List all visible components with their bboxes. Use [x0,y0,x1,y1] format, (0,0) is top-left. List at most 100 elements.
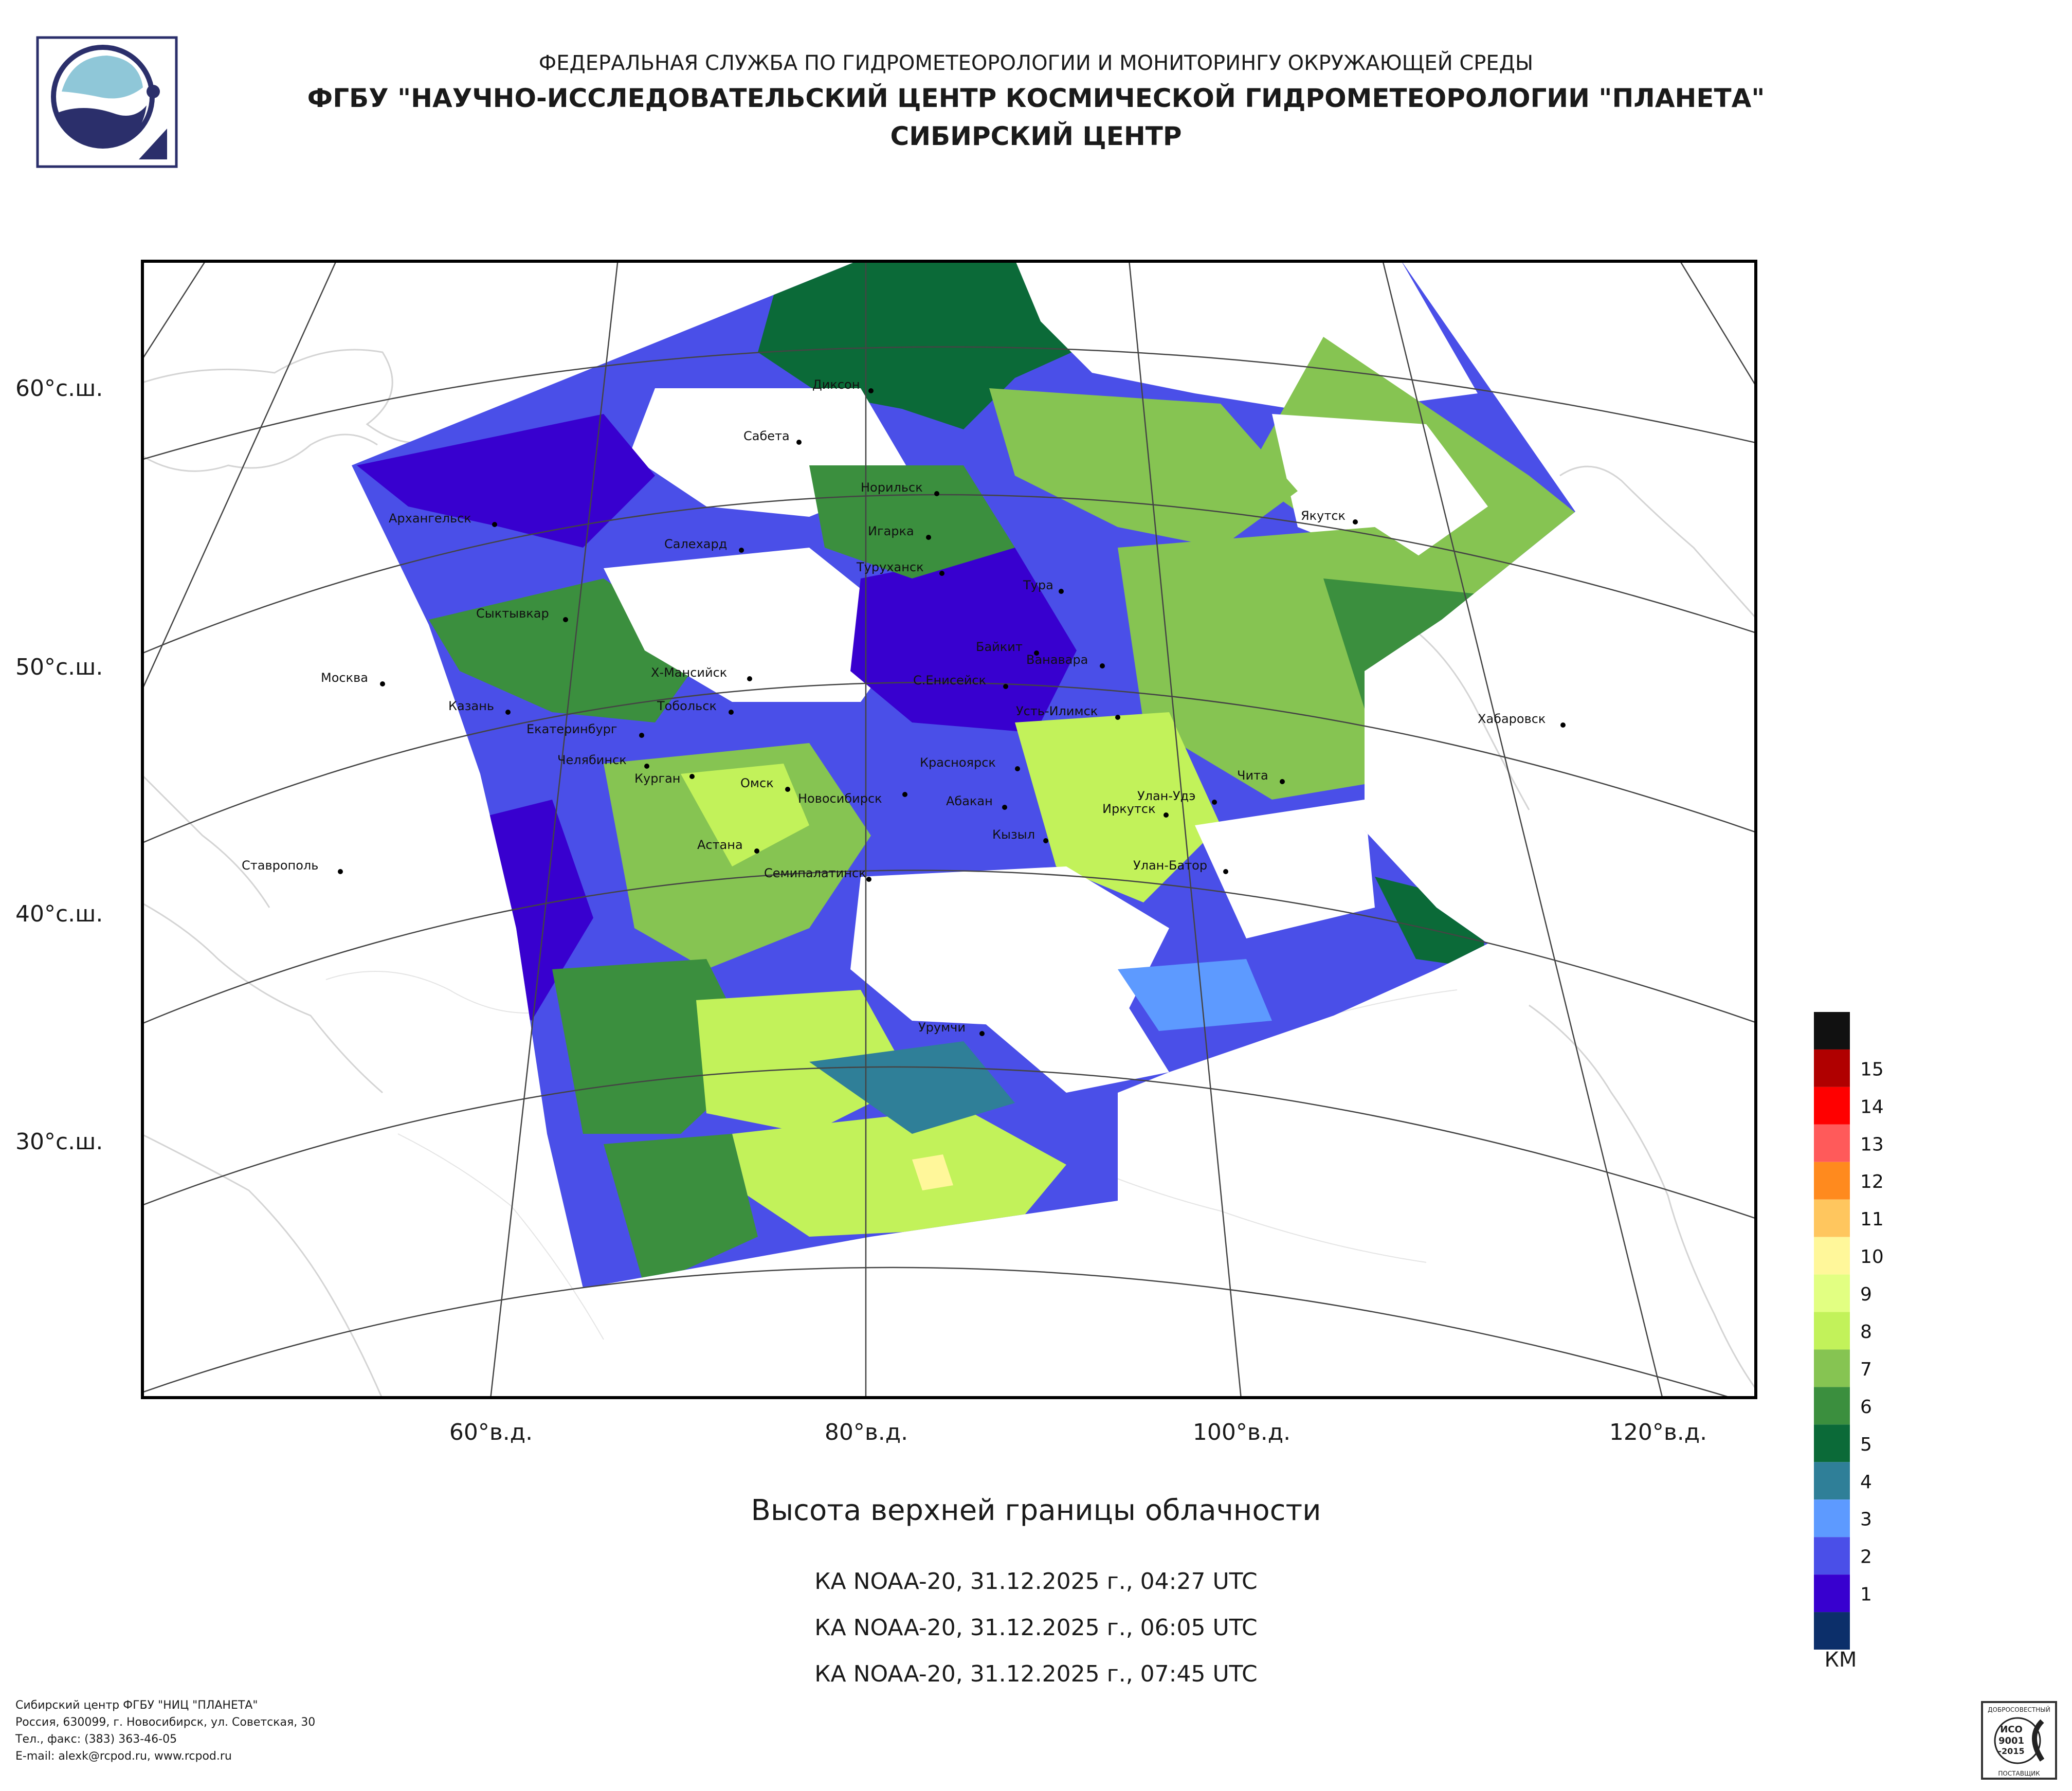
coastlines [141,349,1757,1399]
svg-text:Иркутск: Иркутск [1102,802,1156,816]
city-baykit: Байкит [976,640,1039,656]
lat-label-50: 50°с.ш. [15,654,103,680]
svg-text:ПОСТАВЩИК: ПОСТАВЩИК [1998,1770,2040,1777]
city-igarka: Игарка [868,524,931,540]
city-dikson: Диксон [812,377,874,393]
lon-label-100: 100°в.д. [1192,1419,1291,1445]
footer-address: Сибирский центр ФГБУ "НИЦ "ПЛАНЕТА" Росс… [15,1697,315,1765]
svg-text:Екатеринбург: Екатеринбург [526,722,617,736]
svg-text:Москва: Москва [321,671,368,685]
city-moscow: Москва [321,671,385,686]
planeta-logo [36,36,178,168]
svg-text:Семипалатинск: Семипалатинск [764,866,866,880]
svg-text:Салехард: Салехард [664,537,727,551]
svg-text:Сабета: Сабета [743,429,790,443]
svg-text:ДОБРОСОВЕСТНЫЙ: ДОБРОСОВЕСТНЫЙ [1988,1706,2050,1713]
city-syktyvkar: Сыктывкар [476,606,568,622]
city-s-yeniseysk: С.Енисейск [913,673,1008,689]
legend-swatch [1814,1199,1850,1237]
svg-text:Ванавара: Ванавара [1026,653,1088,667]
city-semipalatinsk: Семипалатинск [764,866,871,882]
svg-text:Ставрополь: Ставрополь [242,858,318,873]
svg-text:Красноярск: Красноярск [920,755,996,770]
legend-swatch [1814,1575,1850,1613]
legend-item: 6 [1814,1387,1872,1425]
legend-label: 13 [1860,1134,1884,1155]
legend-label: 8 [1860,1322,1872,1343]
city-yakutsk: Якутск [1301,509,1358,524]
city-norilsk: Норильск [861,480,939,496]
svg-text:Тура: Тура [1023,578,1053,592]
svg-text:Улан-Батор: Улан-Батор [1133,858,1207,873]
svg-text:Астана: Астана [697,838,743,852]
legend-item [1814,1612,1850,1650]
city-omsk: Омск [740,776,790,792]
legend-label: 9 [1860,1284,1872,1305]
city-krasnoyarsk: Красноярск [920,755,1020,771]
city-chelyabinsk: Челябинск [557,753,649,769]
legend-swatch [1814,1612,1850,1650]
legend-swatch [1814,1124,1850,1162]
svg-text:Архангельск: Архангельск [389,511,471,526]
legend-swatch [1814,1012,1850,1050]
footer-line-1: Сибирский центр ФГБУ "НИЦ "ПЛАНЕТА" [15,1699,258,1712]
svg-text:Тобольск: Тобольск [657,699,717,713]
svg-text:Х-Мансийск: Х-Мансийск [651,665,727,680]
svg-text:Новосибирск: Новосибирск [798,791,882,806]
lat-label-30: 30°с.ш. [15,1129,103,1155]
legend-label: 7 [1860,1359,1872,1380]
svg-text:С.Енисейск: С.Енисейск [913,673,986,688]
city-markers: Диксон Сабета Норильск Архангельск Салех… [242,377,1566,1036]
city-kazan: Казань [448,699,511,715]
legend-label: 1 [1860,1584,1872,1605]
svg-text:Туруханск: Туруханск [856,560,924,574]
legend-item: 7 [1814,1349,1872,1387]
svg-text:Чита: Чита [1237,768,1268,783]
cloud-top-height-map: Диксон Сабета Норильск Архангельск Салех… [141,260,1757,1399]
city-arkhangelsk: Архангельск [389,511,497,527]
svg-text:Байкит: Байкит [976,640,1023,654]
svg-text:Усть-Илимск: Усть-Илимск [1016,704,1098,718]
city-chita: Чита [1237,768,1285,784]
legend-swatch [1814,1499,1850,1537]
legend-item: 8 [1814,1312,1872,1350]
legend-swatch [1814,1049,1850,1087]
city-irkutsk: Иркутск [1102,802,1169,818]
city-ust-ilimsk: Усть-Илимск [1016,704,1120,720]
legend-swatch [1814,1387,1850,1425]
city-vanavara: Ванавара [1026,653,1105,668]
legend-unit: КМ [1824,1648,1857,1672]
legend-label: 5 [1860,1434,1872,1455]
legend-swatch [1814,1424,1850,1462]
legend-item: 5 [1814,1424,1872,1462]
city-abakan: Абакан [946,794,1007,810]
lon-label-80: 80°в.д. [824,1419,908,1445]
legend-swatch [1814,1237,1850,1275]
legend-item: 11 [1814,1199,1884,1237]
city-turukhansk: Туруханск [856,560,944,576]
satellite-pass-2: КА NOAA-20, 31.12.2025 г., 06:05 UTC [814,1615,1258,1641]
city-tobolsk: Тобольск [657,699,734,715]
svg-text:Игарка: Игарка [868,524,914,538]
legend-swatch [1814,1162,1850,1200]
city-stavropol: Ставрополь [242,858,343,874]
legend-item: 4 [1814,1462,1872,1500]
legend-swatch [1814,1312,1850,1350]
svg-text:Улан-Удэ: Улан-Удэ [1137,789,1195,803]
legend-swatch [1814,1462,1850,1500]
svg-text:Хабаровск: Хабаровск [1478,712,1546,726]
legend-label: 3 [1860,1509,1872,1530]
legend-item: 12 [1814,1162,1884,1200]
satellite-pass-1: КА NOAA-20, 31.12.2025 г., 04:27 UTC [814,1568,1258,1595]
svg-text:Челябинск: Челябинск [557,753,627,767]
svg-text:Казань: Казань [448,699,494,713]
map-frame [141,260,1757,1399]
lat-label-60: 60°с.ш. [15,375,103,402]
svg-text:Кызыл: Кызыл [992,827,1035,842]
iso-certificate-badge: ДОБРОСОВЕСТНЫЙ ИСО 9001 -2015 ПОСТАВЩИК [1981,1701,2057,1780]
svg-text:9001: 9001 [1998,1735,2024,1746]
city-kurgan: Курган [634,771,695,786]
legend-item: 13 [1814,1124,1884,1162]
svg-text:Диксон: Диксон [812,377,860,392]
footer-line-4[interactable]: E-mail: alexk@rcpod.ru, www.rcpod.ru [15,1750,232,1763]
